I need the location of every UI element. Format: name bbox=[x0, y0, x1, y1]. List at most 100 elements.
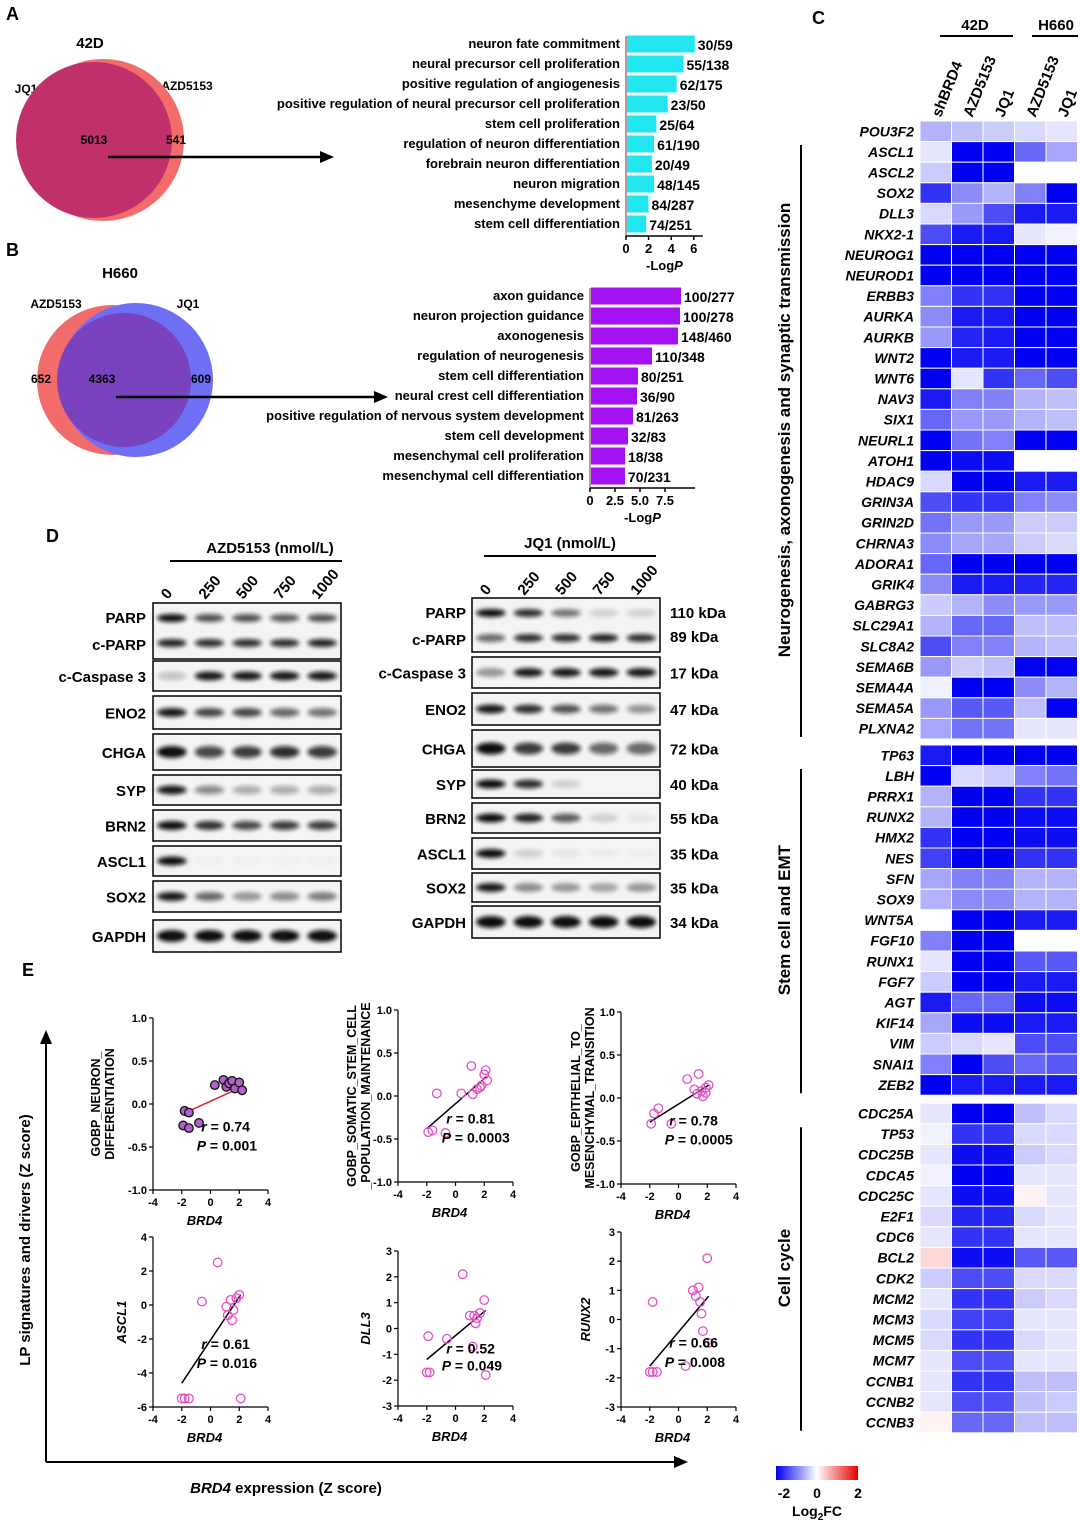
heatmap-cell bbox=[919, 868, 952, 890]
scatter-point bbox=[472, 1313, 483, 1324]
heatmap-cell bbox=[951, 765, 984, 787]
heatmap-cell bbox=[1014, 1288, 1047, 1310]
heatmap-legend-title-main: Log bbox=[792, 1503, 818, 1519]
wb-kda-label: 55 kDa bbox=[670, 811, 719, 828]
go-count-label: 20/49 bbox=[655, 157, 690, 173]
heatmap-cell bbox=[951, 450, 984, 472]
heatmap-gene-label: ZEB2 bbox=[877, 1077, 914, 1093]
go-x-tick-label: 5.0 bbox=[631, 493, 649, 508]
heatmap-cell bbox=[982, 1288, 1015, 1310]
scatter-point bbox=[644, 1367, 655, 1377]
heatmap-cell bbox=[919, 244, 952, 266]
go-x-tick-label: 2 bbox=[645, 241, 652, 256]
scatter-y-tick-label: 1.0 bbox=[132, 1013, 147, 1025]
scatter-r-symbol: r bbox=[446, 1111, 453, 1127]
scatter-point bbox=[482, 1075, 493, 1086]
go-term-label: stem cell differentiation bbox=[474, 216, 620, 231]
go-bar bbox=[591, 327, 678, 345]
heatmap-cell bbox=[1045, 223, 1078, 246]
scatter-x-tick-label: -2 bbox=[645, 1414, 655, 1426]
heatmap-cell bbox=[982, 1012, 1015, 1034]
go-x-axis-title: -LogP bbox=[624, 510, 661, 525]
go-term-label: neural precursor cell proliferation bbox=[412, 56, 620, 71]
go-bar bbox=[591, 387, 637, 405]
heatmap-gene-label: BCL2 bbox=[877, 1250, 914, 1266]
heatmap-cell bbox=[982, 1349, 1015, 1372]
scatter-y-tick-label: -6 bbox=[137, 1402, 147, 1414]
go-count-label: 18/38 bbox=[628, 449, 663, 465]
heatmap-cell bbox=[951, 1164, 984, 1187]
heatmap-cell bbox=[951, 470, 984, 493]
scatter-point bbox=[424, 1367, 435, 1378]
heatmap-cell bbox=[919, 614, 952, 637]
heatmap-cell bbox=[951, 532, 984, 555]
wb-band bbox=[551, 634, 581, 642]
heatmap-cell bbox=[982, 909, 1015, 931]
heatmap-cell bbox=[1014, 717, 1047, 740]
panel-e-letter: E bbox=[22, 960, 34, 980]
wb-kda-label: 110 kDa bbox=[670, 605, 727, 622]
heatmap-cell bbox=[982, 1185, 1015, 1207]
heatmap-gene-label: NEUROG1 bbox=[845, 247, 914, 263]
wb-kda-label: 35 kDa bbox=[670, 881, 719, 898]
heatmap-cell bbox=[951, 1053, 984, 1076]
scatter-point bbox=[176, 1393, 187, 1404]
heatmap-cell bbox=[1014, 971, 1047, 993]
scatter-point bbox=[700, 1087, 711, 1098]
heatmap-cell bbox=[1014, 656, 1047, 678]
wb-band bbox=[588, 704, 619, 714]
heatmap-cell bbox=[982, 305, 1015, 328]
wb-dose-label: 1000 bbox=[308, 566, 342, 602]
venn-b-right-count: 609 bbox=[191, 372, 211, 386]
heatmap-cell bbox=[982, 594, 1015, 616]
wb-band bbox=[626, 704, 656, 714]
scatter-x-tick-label: -4 bbox=[393, 1189, 404, 1201]
heatmap-cell bbox=[982, 697, 1015, 719]
go-term-label: mesenchymal cell proliferation bbox=[393, 448, 584, 463]
scatter-fit-line bbox=[181, 1294, 242, 1384]
heatmap-cell bbox=[982, 971, 1015, 993]
heatmap-cell bbox=[1045, 1267, 1078, 1290]
heatmap-cell bbox=[919, 950, 952, 973]
scatter-r-value: r = 0.61 bbox=[201, 1336, 250, 1352]
wb-band bbox=[513, 742, 544, 755]
heatmap-cell bbox=[1014, 429, 1047, 452]
heatmap-cell bbox=[1045, 182, 1078, 204]
panel-b-venn: H660 AZD5153 JQ1 652 4363 609 bbox=[30, 265, 388, 457]
scatter-y-tick-label: -2 bbox=[605, 1373, 615, 1385]
wb-row-label: SOX2 bbox=[426, 881, 466, 898]
scatter-r-value: r = 0.78 bbox=[669, 1113, 718, 1129]
scatter-point bbox=[183, 1393, 194, 1404]
heatmap-cell bbox=[1045, 676, 1078, 699]
go-term-label: stem cell differentiation bbox=[438, 368, 584, 383]
heatmap-cell bbox=[1045, 1205, 1078, 1228]
wb-row-label: BRN2 bbox=[425, 811, 466, 828]
heatmap-cell bbox=[951, 161, 984, 184]
wb-row-label: GAPDH bbox=[412, 915, 466, 932]
wb-band bbox=[269, 614, 300, 622]
wb-band bbox=[269, 821, 300, 830]
scatter-point bbox=[225, 1294, 236, 1305]
panel-d-western-blots: AZD5153 (nmol/L) JQ1 (nmol/L) 0 250 500 750… bbox=[58, 535, 727, 953]
heatmap-cell bbox=[982, 1143, 1015, 1166]
heatmap-cell bbox=[1045, 717, 1078, 740]
heatmap-gene-label: AURKA bbox=[862, 309, 914, 325]
scatter-point bbox=[696, 1086, 707, 1097]
venn-b-overlap-count: 4363 bbox=[89, 372, 116, 386]
venn-b-overlap bbox=[57, 313, 191, 447]
scatter-y-tick-label: 3 bbox=[609, 1227, 615, 1239]
heatmap-cell bbox=[1045, 264, 1078, 287]
scatter-x-tick-label: -4 bbox=[148, 1414, 159, 1426]
e-x-axis-title: BRD4 expression (Z score) bbox=[190, 1480, 382, 1497]
wb-band bbox=[157, 930, 187, 942]
heatmap-cell bbox=[951, 1074, 984, 1096]
heatmap-cell bbox=[951, 676, 984, 699]
heatmap-cell bbox=[951, 614, 984, 637]
scatter-y-tick-label: 1 bbox=[609, 1285, 615, 1297]
wb-dose-label: 250 bbox=[514, 568, 543, 598]
go-term-label: neuron projection guidance bbox=[413, 308, 584, 323]
heatmap-cell bbox=[919, 1349, 952, 1372]
heatmap-gene-label: KIF14 bbox=[876, 1015, 914, 1031]
scatter-x-tick-label: -2 bbox=[177, 1414, 187, 1426]
scatter-point bbox=[647, 1297, 658, 1307]
